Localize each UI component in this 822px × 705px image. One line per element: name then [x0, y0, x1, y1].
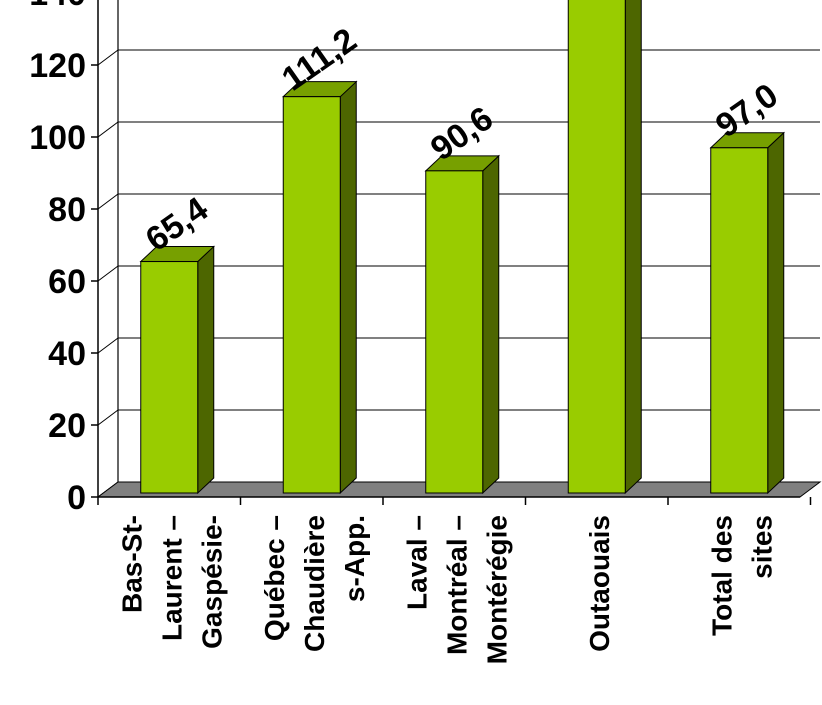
- gridline-connector: [97, 193, 119, 210]
- x-tick-label: Outaouais: [584, 515, 615, 652]
- x-tick-label: Québec –: [259, 515, 290, 641]
- bar-side: [767, 131, 785, 495]
- x-tick-label: sites: [746, 515, 777, 579]
- bar: [139, 245, 216, 495]
- x-tick-labels: Bas-St- Laurent – Gaspésie- Québec – Chaudiè…: [116, 515, 777, 664]
- bar-side: [624, 0, 642, 495]
- x-tick-label: Montréal –: [441, 515, 472, 655]
- bar-front: [567, 0, 626, 494]
- y-tick-label: 140: [29, 0, 86, 13]
- bar-front: [282, 96, 341, 494]
- y-tick-label: 80: [48, 191, 86, 229]
- bar: [281, 80, 358, 495]
- bar: [567, 0, 642, 495]
- y-tick-label: 0: [67, 479, 86, 517]
- gridline-connector: [97, 337, 119, 354]
- bar-side: [339, 80, 357, 495]
- bar-front: [425, 170, 484, 494]
- x-tick-label: Laurent –: [156, 515, 187, 641]
- gridline-connector: [97, 121, 119, 138]
- y-tick-labels: 020406080100120140160: [29, 0, 86, 517]
- x-tick-label: Bas-St-: [116, 515, 147, 613]
- x-tick-label: s-App.: [339, 515, 370, 602]
- x-tick-label: Montérégie: [481, 515, 512, 664]
- bar-front: [140, 261, 199, 494]
- gridline-connector: [97, 49, 119, 66]
- y-tick-label: 60: [48, 263, 86, 301]
- x-tick-label: Total des: [706, 515, 737, 636]
- y-tick-label: 120: [29, 47, 86, 85]
- y-tick-label: 20: [48, 407, 86, 445]
- y-tick-label: 100: [29, 119, 86, 157]
- bar: [709, 131, 786, 495]
- bar-side: [197, 245, 215, 495]
- axes: [91, 0, 812, 505]
- gridline-connector: [97, 265, 119, 282]
- x-tick-label: Laval –: [401, 515, 432, 610]
- y-tick-label: 40: [48, 335, 86, 373]
- bar: [424, 154, 501, 495]
- bar-side: [482, 154, 500, 495]
- x-tick-label: Chaudière: [299, 515, 330, 652]
- gridline-connector: [97, 409, 119, 426]
- x-tick-label: Gaspésie-: [196, 515, 227, 649]
- bar-front: [710, 147, 769, 494]
- bars: [139, 0, 786, 495]
